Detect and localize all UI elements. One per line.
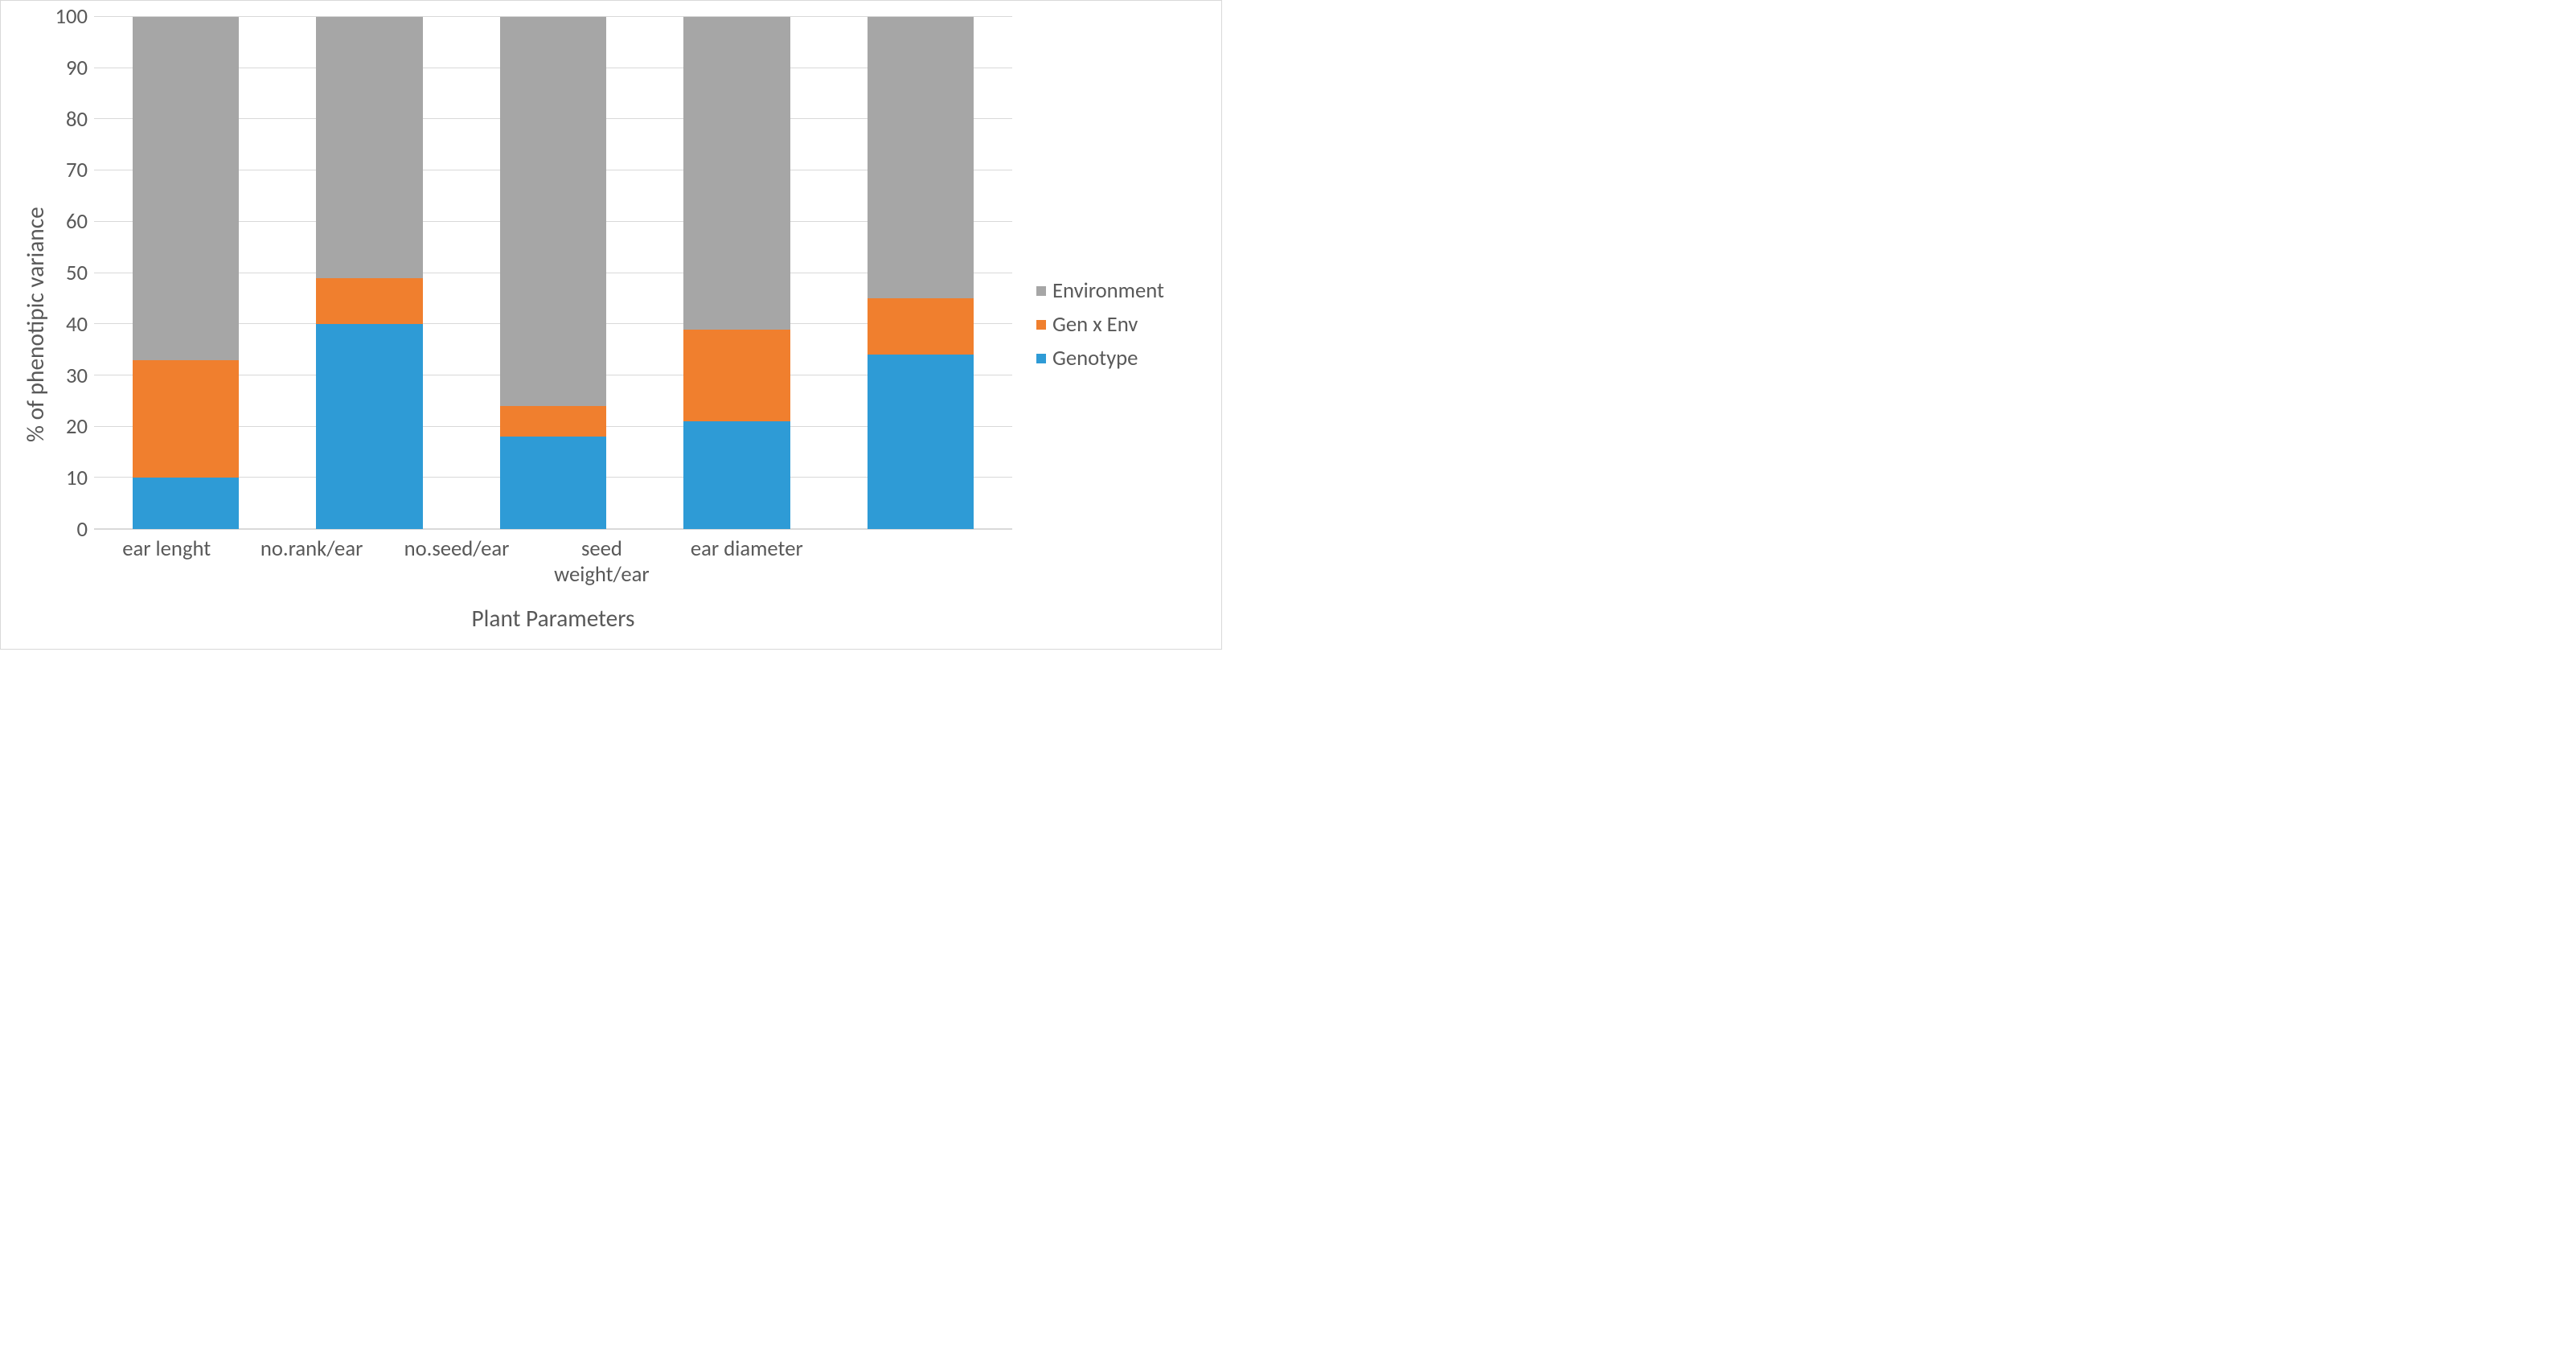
bar-segment-gen-x-env bbox=[868, 298, 974, 355]
x-labels-row: ear lenghtno.rank/earno.seed/earseed wei… bbox=[94, 530, 1012, 588]
x-labels-legend-spacer bbox=[819, 530, 1012, 588]
x-category-label: ear diameter bbox=[675, 536, 819, 588]
y-tick-label: 70 bbox=[51, 158, 88, 183]
y-tick-label: 100 bbox=[51, 4, 88, 30]
y-tick-label: 40 bbox=[51, 312, 88, 338]
legend-label: Gen x Env bbox=[1052, 312, 1138, 338]
bar-segment-environment bbox=[683, 17, 790, 330]
bar bbox=[868, 17, 974, 529]
x-axis-categories: ear lenghtno.rank/earno.seed/earseed wei… bbox=[94, 530, 819, 588]
bar bbox=[316, 17, 422, 529]
bar bbox=[683, 17, 790, 529]
y-axis-title: % of phenotipic variance bbox=[17, 17, 50, 633]
legend-swatch bbox=[1036, 286, 1046, 296]
y-tick-label: 50 bbox=[51, 260, 88, 286]
legend-label: Environment bbox=[1052, 278, 1164, 304]
bar-segment-genotype bbox=[316, 324, 422, 529]
plot-row: 0102030405060708090100 bbox=[50, 17, 1012, 530]
y-tick-label: 10 bbox=[51, 466, 88, 491]
bar-segment-environment bbox=[316, 17, 422, 278]
legend-item: Environment bbox=[1036, 278, 1205, 304]
legend-label: Genotype bbox=[1052, 346, 1138, 371]
legend-item: Gen x Env bbox=[1036, 312, 1205, 338]
x-category-label: seed weight/ear bbox=[529, 536, 674, 588]
bar-segment-gen-x-env bbox=[500, 406, 606, 437]
legend-swatch bbox=[1036, 320, 1046, 330]
y-tick-label: 60 bbox=[51, 209, 88, 235]
x-axis-title: Plant Parameters bbox=[94, 604, 1012, 633]
x-category-label: no.rank/ear bbox=[239, 536, 384, 588]
y-tick-label: 0 bbox=[51, 517, 88, 543]
bars bbox=[94, 17, 1012, 529]
plot-area bbox=[94, 17, 1012, 530]
bar-slot bbox=[277, 17, 461, 529]
y-tick-label: 20 bbox=[51, 414, 88, 440]
bar-segment-genotype bbox=[683, 421, 790, 529]
y-tick-label: 90 bbox=[51, 55, 88, 81]
legend-item: Genotype bbox=[1036, 346, 1205, 371]
legend-swatch bbox=[1036, 354, 1046, 363]
bar bbox=[133, 17, 239, 529]
plot-region: 0102030405060708090100 ear lenghtno.rank… bbox=[50, 17, 1012, 633]
legend: Environment Gen x Env Genotype bbox=[1012, 17, 1205, 633]
x-category-label: ear lenght bbox=[94, 536, 239, 588]
bar-segment-genotype bbox=[133, 478, 239, 529]
bar-segment-environment bbox=[133, 17, 239, 360]
bar-segment-gen-x-env bbox=[133, 360, 239, 478]
y-axis-ticks: 0102030405060708090100 bbox=[50, 17, 94, 530]
chart-container: % of phenotipic variance 0 10 20 30 40 50 60 70… bbox=[0, 0, 1222, 650]
bar-segment-environment bbox=[500, 17, 606, 406]
bar-slot bbox=[461, 17, 645, 529]
bar-segment-gen-x-env bbox=[683, 330, 790, 422]
bar-segment-gen-x-env bbox=[316, 278, 422, 324]
y-tick-label: 80 bbox=[51, 107, 88, 133]
bar-slot bbox=[645, 17, 828, 529]
chart-inner: % of phenotipic variance 0 10 20 30 40 50 60 70… bbox=[17, 17, 1205, 633]
bar-slot bbox=[94, 17, 277, 529]
bar-slot bbox=[829, 17, 1012, 529]
bar-segment-genotype bbox=[868, 355, 974, 529]
bar-segment-environment bbox=[868, 17, 974, 298]
bar-segment-genotype bbox=[500, 437, 606, 529]
x-category-label: no.seed/ear bbox=[384, 536, 529, 588]
y-tick-label: 30 bbox=[51, 363, 88, 389]
bar bbox=[500, 17, 606, 529]
